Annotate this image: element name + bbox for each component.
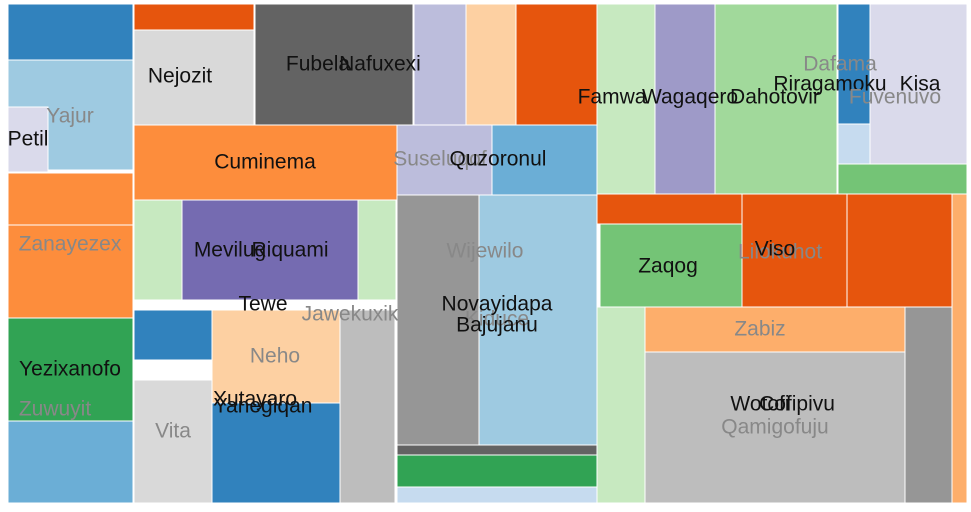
tile bbox=[357, 199, 397, 301]
tile bbox=[714, 3, 838, 195]
tile bbox=[869, 3, 968, 165]
tile bbox=[133, 199, 183, 301]
tile bbox=[596, 193, 743, 225]
tile bbox=[7, 3, 134, 61]
tile bbox=[339, 309, 396, 504]
tile-label: Dahotovir bbox=[730, 86, 820, 109]
tile-label: Zabiz bbox=[734, 318, 785, 341]
tile-label: Cofipivu bbox=[759, 393, 835, 416]
tile bbox=[465, 3, 517, 126]
tile-label: Quzoronul bbox=[450, 148, 547, 171]
tile-label: Vita bbox=[155, 420, 191, 443]
tile bbox=[837, 163, 968, 195]
tile bbox=[396, 486, 598, 504]
tile-label: Xutayaro bbox=[213, 388, 297, 411]
tile-label: Fuvenuvo bbox=[849, 86, 941, 109]
tile bbox=[741, 193, 848, 308]
tile-label: Riquami bbox=[251, 239, 328, 262]
tile bbox=[951, 193, 968, 504]
tile-label: Zanayezex bbox=[19, 233, 122, 256]
tile bbox=[7, 420, 134, 504]
tile-label: Nafuxexi bbox=[339, 53, 421, 76]
tile bbox=[904, 306, 953, 504]
tile bbox=[133, 309, 213, 361]
tile bbox=[413, 3, 467, 126]
tile-label: Qamigofuju bbox=[721, 416, 828, 439]
tile bbox=[7, 224, 134, 319]
tile bbox=[396, 124, 493, 196]
tile bbox=[596, 306, 646, 504]
tile-label: Lilokuhot bbox=[738, 241, 822, 264]
tile-label: Viso bbox=[755, 238, 795, 261]
tile-label: Famwa bbox=[578, 86, 647, 109]
tile bbox=[644, 306, 906, 353]
tile bbox=[837, 3, 871, 125]
tile-label: Yajur bbox=[46, 105, 93, 128]
tile bbox=[846, 193, 953, 308]
tile bbox=[254, 3, 414, 126]
tile-label: Yezixanofo bbox=[19, 358, 121, 381]
tile-label: Suseluqof bbox=[393, 148, 487, 171]
tile-label: Jawekuxik bbox=[302, 303, 399, 326]
tile bbox=[396, 454, 598, 488]
tile-label: Yanegiqan bbox=[214, 395, 313, 418]
tile bbox=[654, 3, 716, 195]
tile bbox=[7, 106, 49, 173]
tile-label: Cuminema bbox=[214, 151, 316, 174]
tile bbox=[211, 402, 341, 504]
tile-label: Kiduce bbox=[465, 308, 529, 331]
tile bbox=[133, 124, 398, 201]
tile bbox=[7, 317, 134, 422]
tile-label: Petil bbox=[8, 128, 49, 151]
tile-label: Wagaqero bbox=[642, 86, 738, 109]
tile bbox=[596, 3, 656, 195]
tile bbox=[478, 194, 598, 446]
tile-label: Neho bbox=[250, 345, 300, 368]
tile-label: Riragamoku bbox=[773, 73, 886, 96]
tile-label: Zuwuyit bbox=[19, 398, 92, 421]
tile bbox=[599, 223, 743, 308]
tile-label: Nejozit bbox=[148, 65, 212, 88]
tile bbox=[133, 3, 255, 31]
tile-label: Zaqog bbox=[638, 255, 698, 278]
tile-label: Kisa bbox=[900, 73, 941, 96]
tile bbox=[133, 379, 213, 504]
tile-label: Wotofi bbox=[730, 393, 789, 416]
tile-label: Wijewilo bbox=[446, 240, 523, 263]
tile bbox=[396, 194, 480, 446]
tile-label: Novayidapa bbox=[442, 293, 553, 316]
tile-label: Dafama bbox=[803, 53, 877, 76]
tile-label: Mevilug bbox=[194, 239, 266, 262]
tile bbox=[396, 444, 598, 456]
tile bbox=[133, 29, 255, 126]
tile bbox=[181, 199, 359, 301]
tile bbox=[7, 172, 134, 226]
tile bbox=[211, 309, 341, 406]
tile-label: Bajujanu bbox=[456, 314, 538, 337]
tile-label: Fubela bbox=[286, 53, 351, 76]
tile bbox=[837, 123, 871, 165]
tile-label: Tewe bbox=[238, 293, 287, 316]
